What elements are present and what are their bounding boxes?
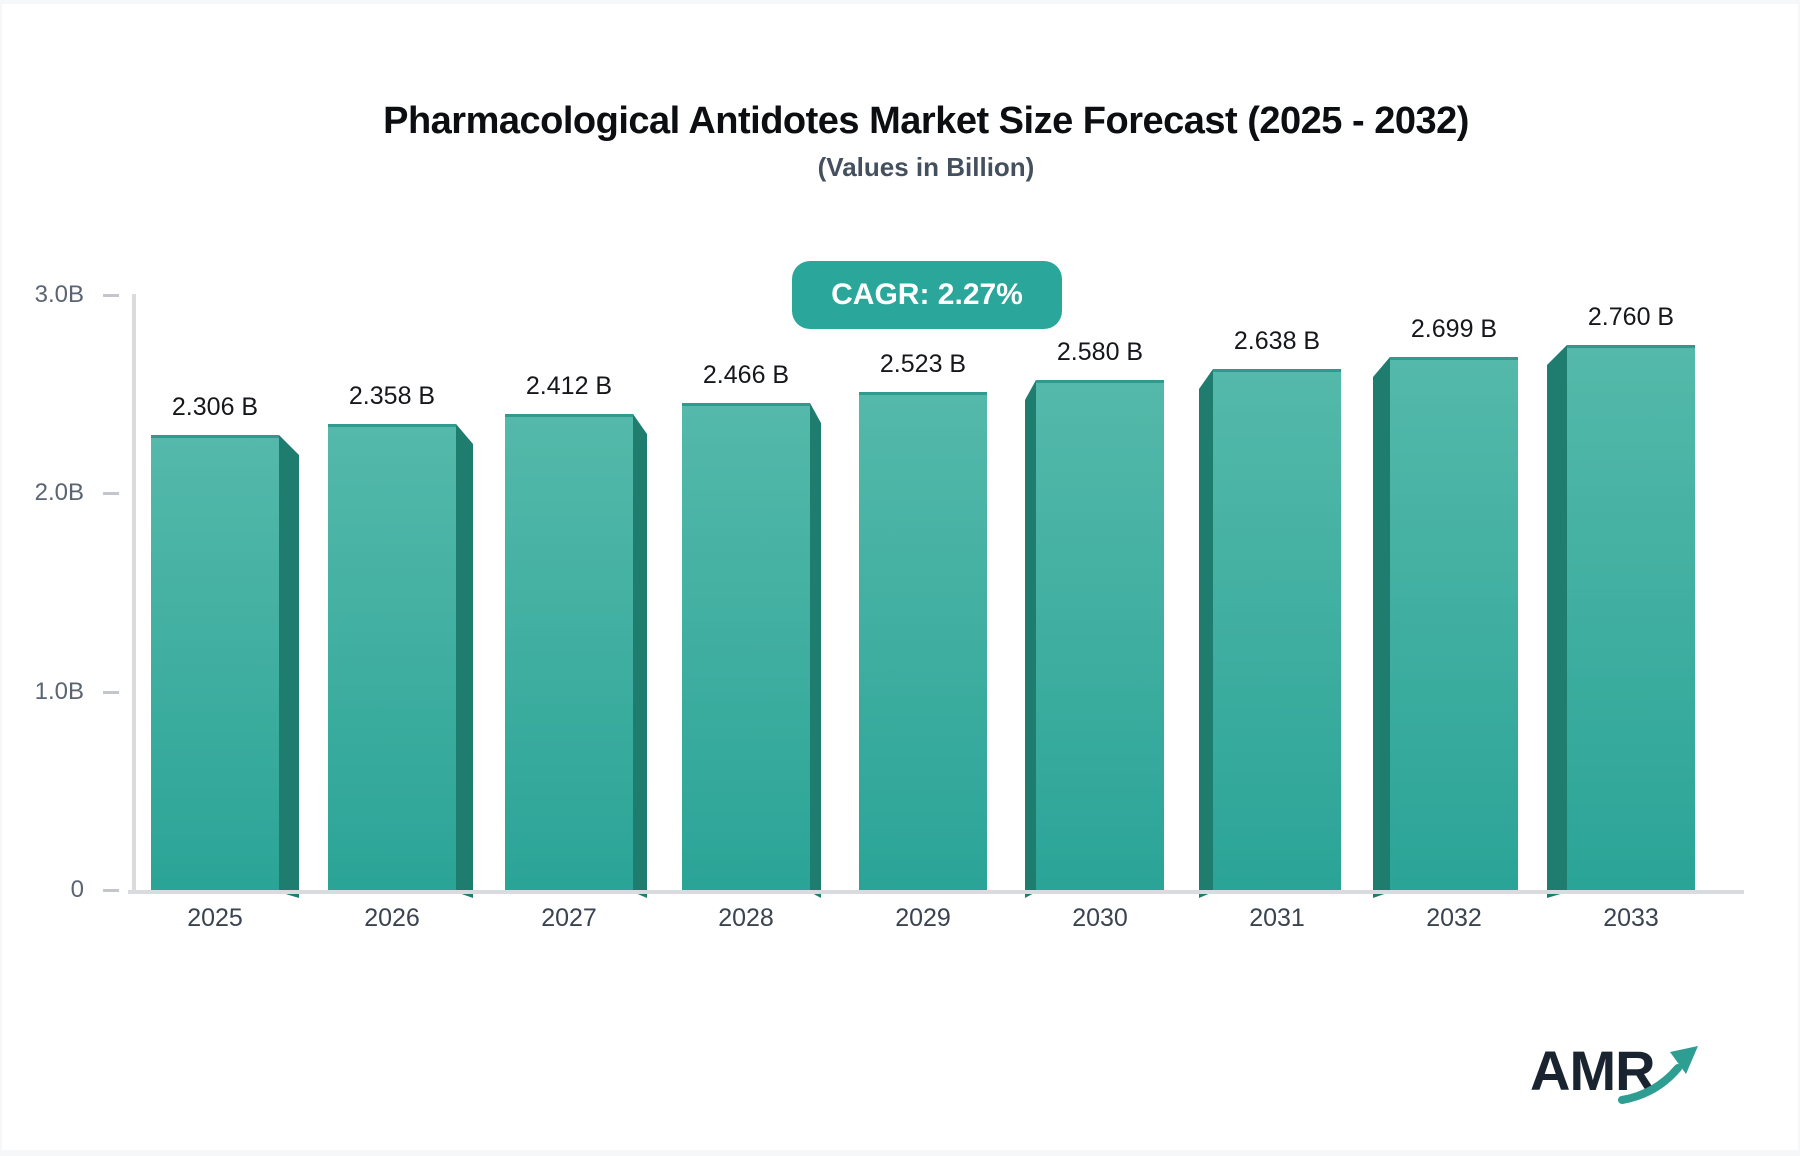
bar-2033	[1567, 345, 1695, 892]
amr-logo-text: AMR	[1530, 1039, 1656, 1102]
chart-subtitle: (Values in Billion)	[817, 152, 1035, 182]
x-axis-baseline	[128, 890, 1744, 894]
bar-value-label: 2.523 B	[879, 350, 967, 378]
bar-2032	[1390, 357, 1518, 892]
y-axis-label: 3.0B	[34, 281, 84, 308]
bar-value-label: 2.760 B	[1587, 303, 1675, 331]
x-axis-label: 2029	[895, 904, 951, 932]
x-axis-label: 2030	[1072, 904, 1128, 932]
bar-side-face-right	[633, 414, 647, 898]
bar-side-face-right	[279, 435, 299, 898]
cagr-badge: CAGR: 2.27%	[792, 261, 1062, 329]
bar-front-face	[1036, 380, 1164, 892]
bar-front-face	[1213, 369, 1341, 892]
x-axis-label: 2032	[1426, 904, 1482, 932]
bar-side-face-right	[456, 424, 473, 898]
bar-2031	[1213, 369, 1341, 892]
bar-value-label: 2.412 B	[525, 372, 613, 400]
bar-2028	[682, 403, 810, 892]
chart-canvas: Pharmacological Antidotes Market Size Fo…	[2, 4, 1798, 1150]
bar-value-label: 2.358 B	[348, 382, 436, 410]
bar-value-label: 2.699 B	[1410, 315, 1498, 343]
chart-card: Pharmacological Antidotes Market Size Fo…	[2, 4, 1798, 1150]
bar-front-face	[1390, 357, 1518, 892]
x-axis-label: 2026	[364, 904, 420, 932]
y-axis-tick	[103, 691, 119, 694]
bar-value-label: 2.580 B	[1056, 338, 1144, 366]
y-axis-tick	[103, 294, 119, 297]
bar-2027	[505, 414, 633, 892]
y-axis-tick	[103, 492, 119, 495]
chart-title: Pharmacological Antidotes Market Size Fo…	[383, 100, 1469, 142]
growth-arrow-icon	[1618, 1046, 1698, 1104]
bar-2026	[328, 424, 456, 892]
y-axis-label: 1.0B	[34, 678, 84, 705]
amr-logo: AMR	[1530, 1038, 1710, 1108]
bar-front-face	[859, 392, 987, 892]
bar-value-label: 2.306 B	[171, 393, 259, 421]
bar-2030	[1036, 380, 1164, 892]
y-axis-tick	[103, 889, 119, 892]
bar-value-label: 2.638 B	[1233, 327, 1321, 355]
bar-side-face-left	[1025, 380, 1036, 898]
bar-front-face	[1567, 345, 1695, 892]
bar-front-face	[151, 435, 279, 892]
bar-front-face	[505, 414, 633, 892]
bar-side-face-left	[1199, 369, 1213, 898]
bar-front-face	[328, 424, 456, 892]
y-axis-label: 0	[70, 876, 84, 903]
x-axis-label: 2028	[718, 904, 774, 932]
y-axis-line	[132, 294, 136, 892]
bar-2029	[859, 392, 987, 892]
x-axis-label: 2025	[187, 904, 243, 932]
bar-value-label: 2.466 B	[702, 361, 790, 389]
x-axis-label: 2033	[1603, 904, 1659, 932]
bar-side-face-right	[810, 403, 821, 898]
bar-2025	[151, 435, 279, 892]
bar-side-face-left	[1373, 357, 1390, 898]
y-axis-label: 2.0B	[34, 479, 84, 506]
bar-front-face	[682, 403, 810, 892]
bar-side-face-left	[1547, 345, 1567, 898]
x-axis-label: 2031	[1249, 904, 1305, 932]
x-axis-label: 2027	[541, 904, 597, 932]
